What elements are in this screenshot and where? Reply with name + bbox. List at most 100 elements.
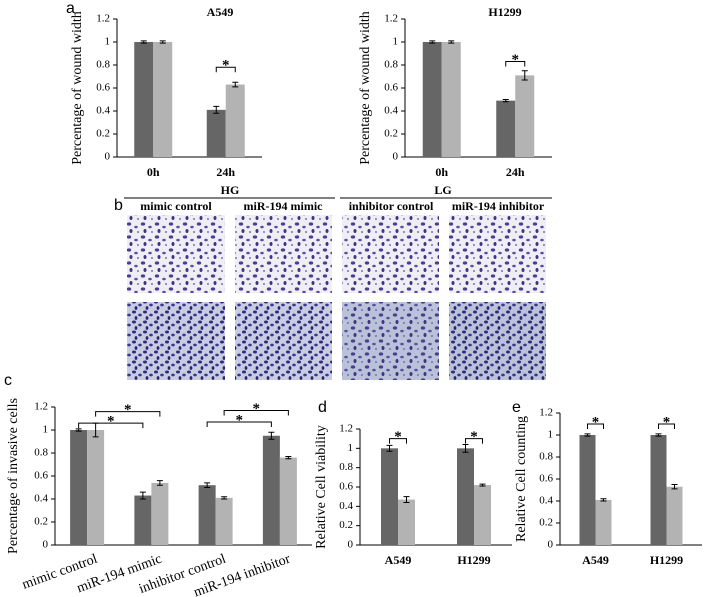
- y-tick-label: 0.8: [384, 59, 398, 71]
- x-tick-label: H1299: [650, 553, 683, 567]
- y-tick-label: 0.6: [96, 82, 110, 94]
- image-panel: HG LG mimic control miR-194 mimic inhibi…: [124, 183, 552, 380]
- y-tick-label: 0.8: [96, 59, 110, 71]
- y-tick-label: 1: [548, 429, 554, 441]
- x-tick-label: A549: [385, 553, 412, 567]
- error-bar: [213, 105, 220, 114]
- error-bar: [502, 99, 509, 103]
- panel-label: d: [318, 399, 327, 416]
- error-bar: [386, 444, 393, 452]
- significance-star: *: [663, 414, 671, 430]
- significance-bracket: [389, 438, 407, 444]
- bar: [496, 100, 516, 157]
- bar: [279, 457, 297, 545]
- y-axis-label: Percentage of invasive cells: [6, 398, 21, 554]
- significance-star: *: [470, 429, 478, 445]
- x-tick-label: H1299: [457, 553, 490, 567]
- significance-star: *: [512, 52, 520, 68]
- y-tick-label: 0.2: [384, 128, 398, 140]
- y-tick-label: 1: [393, 36, 399, 48]
- panel-label: a: [66, 0, 75, 17]
- y-tick-label: 0.2: [539, 517, 553, 529]
- y-tick-label: 0.2: [96, 128, 110, 140]
- y-tick-label: 0.6: [34, 470, 48, 482]
- y-tick-label: 0.2: [34, 516, 48, 528]
- y-axis-label: Relative Cell counting: [514, 416, 529, 542]
- bar: [206, 109, 226, 157]
- y-tick-label: 0.4: [96, 105, 110, 117]
- y-tick-label: 1.2: [34, 401, 48, 413]
- panel-label: c: [4, 372, 12, 389]
- significance-bracket: [465, 438, 483, 444]
- group-label: LG: [434, 183, 451, 197]
- error-bar: [204, 482, 211, 488]
- bar: [666, 486, 683, 545]
- bar: [650, 435, 667, 545]
- significance-star: *: [222, 58, 230, 74]
- column-label: miR-194 mimic: [244, 199, 324, 213]
- micrograph: [235, 302, 332, 380]
- column-label: mimic control: [140, 199, 212, 213]
- significance-star: *: [253, 401, 261, 417]
- y-tick-label: 0: [348, 539, 354, 551]
- x-tick-label: 0h: [435, 165, 448, 179]
- y-tick-label: 1: [43, 424, 49, 436]
- bar: [579, 435, 596, 545]
- micrograph: [342, 215, 439, 293]
- error-bar: [268, 431, 275, 440]
- x-tick-label: 24h: [216, 165, 235, 179]
- y-tick-label: 1.2: [384, 13, 398, 25]
- y-tick-label: 0.4: [339, 500, 353, 512]
- chart-title: A549: [207, 5, 234, 19]
- bar: [151, 482, 169, 545]
- y-axis-label: Percentage of wound width: [70, 11, 85, 165]
- significance-star: *: [236, 412, 244, 428]
- y-tick-label: 0.8: [539, 451, 553, 463]
- y-tick-label: 0.4: [34, 493, 48, 505]
- y-tick-label: 0: [393, 151, 399, 163]
- significance-star: *: [592, 414, 600, 430]
- error-bar: [285, 455, 292, 460]
- significance-bracket: [206, 421, 272, 427]
- bar: [515, 75, 535, 157]
- y-tick-label: 0.8: [339, 461, 353, 473]
- chart-title: H1299: [488, 5, 521, 19]
- bar: [595, 499, 612, 545]
- x-tick-label: 0h: [147, 165, 160, 179]
- y-tick-label: 0.2: [339, 519, 353, 531]
- significance-bracket: [587, 423, 604, 429]
- y-tick-label: 0.4: [384, 105, 398, 117]
- error-bar: [671, 484, 678, 490]
- error-bar: [156, 480, 163, 486]
- x-tick-label: A549: [582, 553, 609, 567]
- micrograph: [342, 302, 439, 380]
- bar: [70, 430, 88, 545]
- bar: [87, 430, 105, 545]
- bar: [474, 485, 491, 545]
- y-tick-label: 1.2: [539, 407, 553, 419]
- y-tick-label: 0.4: [539, 495, 553, 507]
- column-label: miR-194 inhibitor: [452, 199, 545, 213]
- error-bar: [521, 70, 528, 81]
- error-bar: [600, 498, 607, 502]
- y-tick-label: 1: [105, 36, 111, 48]
- y-tick-label: 1.2: [339, 423, 353, 435]
- significance-bracket: [223, 409, 289, 416]
- micrographs: [127, 215, 546, 380]
- bar: [134, 42, 154, 157]
- error-bar: [479, 483, 486, 487]
- bar: [215, 497, 233, 545]
- micrograph: [235, 215, 332, 293]
- y-tick-label: 0: [105, 151, 111, 163]
- significance-bracket: [505, 61, 526, 67]
- group-label: HG: [221, 183, 240, 197]
- error-bar: [75, 428, 82, 432]
- significance-star: *: [107, 414, 115, 430]
- error-bar: [140, 40, 147, 44]
- y-tick-label: 0: [548, 539, 554, 551]
- bar: [398, 499, 415, 545]
- y-axis-label: Relative Cell viability: [314, 425, 329, 549]
- error-bar: [462, 443, 469, 453]
- error-bar: [139, 491, 146, 500]
